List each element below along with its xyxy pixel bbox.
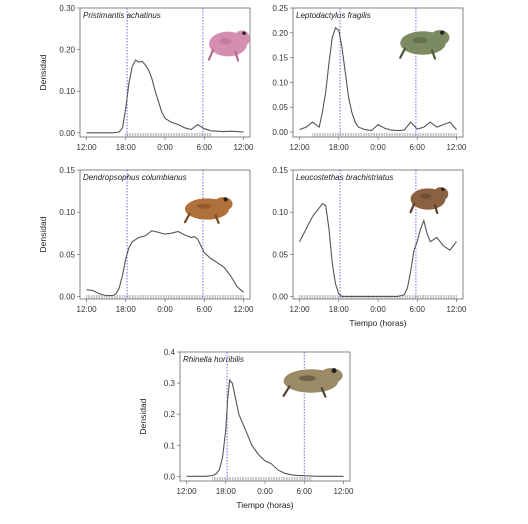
- x-tick-label: 12:00: [446, 305, 467, 314]
- x-tick-label: 12:00: [290, 305, 311, 314]
- x-tick-label: 0:00: [157, 305, 173, 314]
- x-tick-label: 0:00: [157, 143, 173, 152]
- density-curve: [299, 202, 457, 298]
- x-tick-label: 6:00: [409, 143, 425, 152]
- frog-markings: [298, 375, 317, 382]
- panel-title: Pristimantis achatinus: [83, 11, 161, 20]
- y-tick-label: 0.2: [164, 410, 176, 419]
- y-tick-label: 0.05: [272, 103, 288, 112]
- x-tick-label: 6:00: [409, 305, 425, 314]
- y-tick-label: 0.1: [164, 441, 176, 450]
- y-tick-label: 0.20: [272, 29, 288, 38]
- y-tick-label: 0.05: [272, 250, 288, 259]
- y-tick-label: 0.15: [59, 166, 75, 175]
- y-tick-label: 0.20: [59, 46, 75, 55]
- frog-head: [234, 30, 250, 47]
- frog-head: [430, 30, 450, 46]
- y-tick-label: 0.00: [59, 292, 75, 301]
- x-tick-label: 6:00: [196, 143, 212, 152]
- y-tick-label: 0.3: [164, 379, 176, 388]
- x-axis-title: Tiempo (horas): [349, 318, 406, 328]
- y-tick-label: 0.15: [272, 166, 288, 175]
- frog-eye: [242, 31, 246, 35]
- frog-markings: [197, 203, 212, 209]
- y-tick-label: 0.10: [272, 78, 288, 87]
- x-tick-label: 12:00: [333, 487, 354, 496]
- green-brown-frog-photo: [399, 30, 450, 60]
- frog-legs: [409, 202, 439, 215]
- x-tick-label: 0:00: [257, 487, 273, 496]
- x-tick-label: 18:00: [116, 143, 137, 152]
- frog-head: [319, 368, 343, 384]
- toad-photo: [282, 368, 343, 398]
- x-tick-label: 12:00: [233, 305, 254, 314]
- y-tick-label: 0.15: [272, 54, 288, 63]
- x-axis-title: Tiempo (horas): [236, 500, 293, 510]
- panel-5: Rhinella horribilis 0.0 0.1 0.2 0.3 0.4 12:00 1…: [138, 348, 354, 510]
- y-tick-label: 0.10: [59, 87, 75, 96]
- frog-legs: [183, 212, 220, 225]
- y-tick-label: 0.00: [59, 129, 75, 138]
- density-curve: [86, 59, 244, 134]
- frog-legs: [282, 385, 327, 398]
- brown-frog-photo: [409, 187, 449, 215]
- x-tick-label: 18:00: [329, 305, 350, 314]
- x-tick-label: 0:00: [370, 143, 386, 152]
- panel-4: Leucostethas brachistriatus 0.00 0.05 0.10 0…: [272, 166, 467, 328]
- x-tick-label: 12:00: [290, 143, 311, 152]
- y-axis-title: Densidad: [38, 54, 48, 90]
- frog-eye: [440, 30, 445, 35]
- y-tick-label: 0.10: [272, 208, 288, 217]
- frog-legs: [207, 48, 240, 62]
- plot-frame: [292, 7, 464, 138]
- x-tick-label: 12:00: [233, 143, 254, 152]
- x-tick-label: 12:00: [446, 143, 467, 152]
- density-curve: [299, 26, 457, 132]
- y-axis-title: Densidad: [38, 216, 48, 252]
- panel-2: Leptodactylus fragilis 0.00 0.05 0.10 0.15 0.…: [272, 4, 467, 152]
- frog-eye: [441, 187, 445, 192]
- x-tick-label: 6:00: [296, 487, 312, 496]
- x-tick-label: 6:00: [196, 305, 212, 314]
- y-tick-label: 0.05: [59, 250, 75, 259]
- frog-head: [213, 197, 233, 211]
- y-axis-title: Densidad: [138, 398, 148, 434]
- y-tick-label: 0.00: [272, 292, 288, 301]
- frog-eye: [331, 368, 337, 374]
- x-tick-label: 12:00: [77, 143, 98, 152]
- panel-title: Leucostethas brachistriatus: [296, 173, 393, 182]
- frog-legs: [399, 47, 437, 60]
- frog-markings: [412, 37, 428, 44]
- panel-title: Leptodactylus fragilis: [296, 11, 371, 20]
- y-tick-label: 0.25: [272, 4, 288, 13]
- x-tick-label: 18:00: [329, 143, 350, 152]
- orange-brown-frog-photo: [183, 197, 233, 225]
- panel-title: Rhinella horribilis: [183, 355, 244, 364]
- x-tick-label: 0:00: [370, 305, 386, 314]
- y-tick-label: 0.00: [272, 128, 288, 137]
- panel-1: Pristimantis achatinus 0.00 0.10 0.20 0.30 12…: [38, 4, 254, 152]
- y-tick-label: 0.10: [59, 208, 75, 217]
- frog-eye: [223, 197, 228, 202]
- frog-markings: [219, 38, 232, 45]
- x-tick-label: 18:00: [116, 305, 137, 314]
- density-curve: [86, 230, 244, 297]
- y-tick-label: 0.4: [164, 348, 176, 357]
- panel-title: Dendropsophus columbianus: [83, 173, 187, 182]
- x-tick-label: 12:00: [77, 305, 98, 314]
- x-tick-label: 18:00: [216, 487, 237, 496]
- frog-markings: [420, 193, 432, 199]
- panel-3: Dendropsophus columbianus 0.00 0.05 0.10 0.1…: [38, 166, 254, 314]
- frog-head: [433, 187, 449, 201]
- y-tick-label: 0.0: [164, 472, 176, 481]
- y-tick-label: 0.30: [59, 4, 75, 13]
- pink-frog-photo: [207, 30, 250, 62]
- density-curve: [186, 378, 344, 477]
- x-tick-label: 12:00: [177, 487, 198, 496]
